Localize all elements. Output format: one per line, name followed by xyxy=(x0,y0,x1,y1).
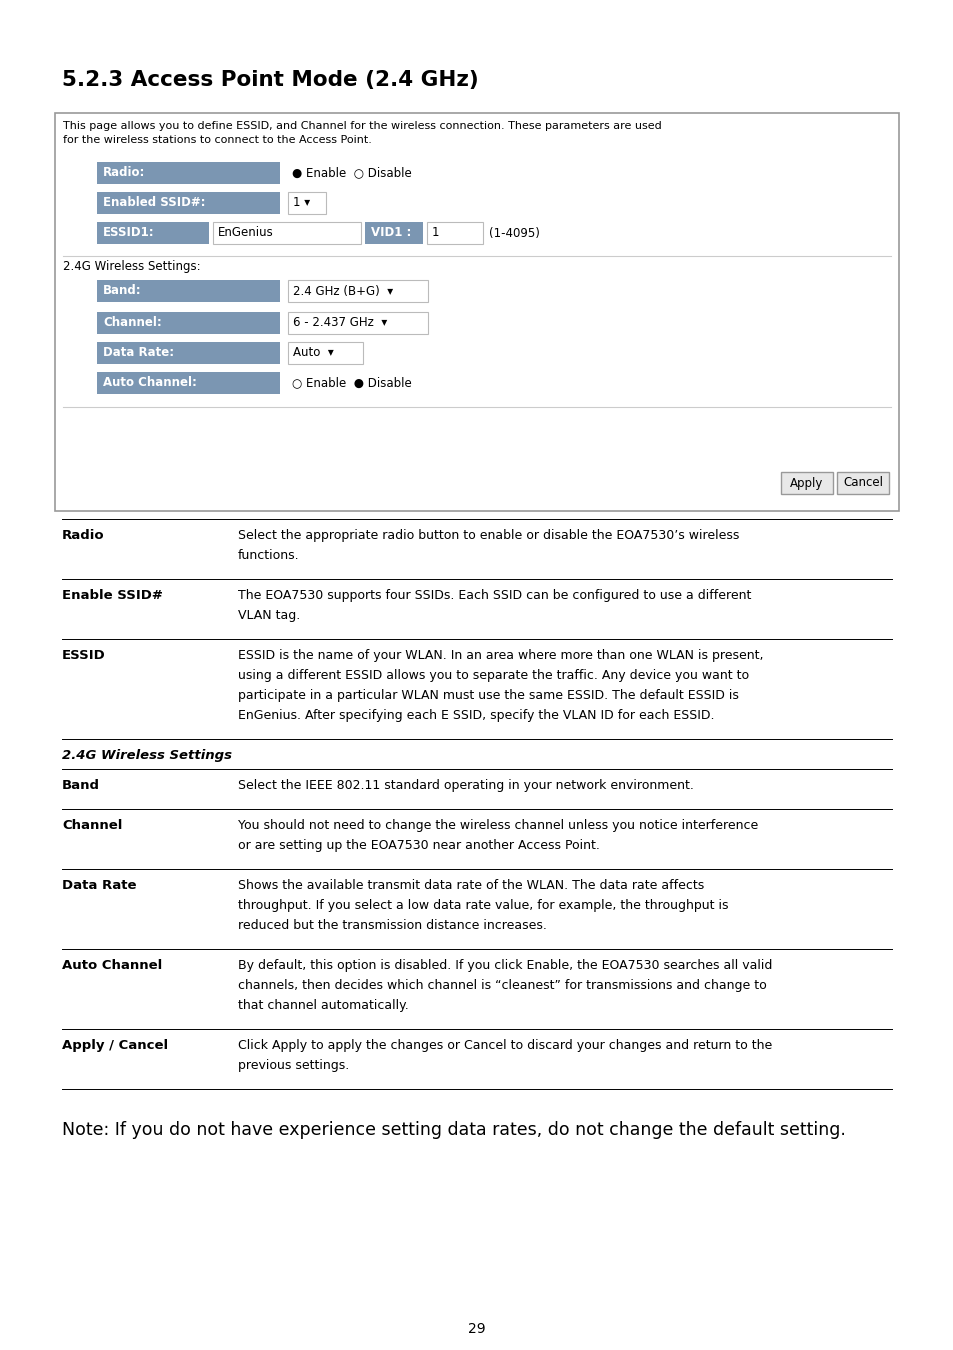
Text: 1 ▾: 1 ▾ xyxy=(293,197,310,209)
Text: Radio:: Radio: xyxy=(103,166,145,180)
Text: Radio: Radio xyxy=(62,529,105,541)
FancyBboxPatch shape xyxy=(288,192,326,215)
FancyBboxPatch shape xyxy=(97,221,209,244)
FancyBboxPatch shape xyxy=(365,221,422,244)
Text: Band: Band xyxy=(62,779,100,792)
Text: ESSID1:: ESSID1: xyxy=(103,227,154,239)
Text: ESSID is the name of your WLAN. In an area where more than one WLAN is present,: ESSID is the name of your WLAN. In an ar… xyxy=(237,649,762,662)
Text: This page allows you to define ESSID, and Channel for the wireless connection. T: This page allows you to define ESSID, an… xyxy=(63,122,661,131)
FancyBboxPatch shape xyxy=(288,312,428,333)
Text: Note: If you do not have experience setting data rates, do not change the defaul: Note: If you do not have experience sett… xyxy=(62,1120,845,1139)
Text: VID1 :: VID1 : xyxy=(371,227,411,239)
FancyBboxPatch shape xyxy=(97,373,280,394)
FancyBboxPatch shape xyxy=(97,279,280,302)
Text: or are setting up the EOA7530 near another Access Point.: or are setting up the EOA7530 near anoth… xyxy=(237,838,599,852)
Text: Auto Channel:: Auto Channel: xyxy=(103,377,196,390)
Text: Shows the available transmit data rate of the WLAN. The data rate affects: Shows the available transmit data rate o… xyxy=(237,879,703,892)
Text: using a different ESSID allows you to separate the traffic. Any device you want : using a different ESSID allows you to se… xyxy=(237,670,748,682)
Text: Apply: Apply xyxy=(789,477,822,490)
Text: Band:: Band: xyxy=(103,285,141,297)
FancyBboxPatch shape xyxy=(427,221,482,244)
Text: channels, then decides which channel is “cleanest” for transmissions and change : channels, then decides which channel is … xyxy=(237,979,766,992)
Text: Click Apply to apply the changes or Cancel to discard your changes and return to: Click Apply to apply the changes or Canc… xyxy=(237,1040,771,1052)
FancyBboxPatch shape xyxy=(213,221,360,244)
FancyBboxPatch shape xyxy=(288,342,363,365)
Text: (1-4095): (1-4095) xyxy=(489,227,539,239)
FancyBboxPatch shape xyxy=(97,312,280,333)
Text: EnGenius: EnGenius xyxy=(218,227,274,239)
Text: You should not need to change the wireless channel unless you notice interferenc: You should not need to change the wirele… xyxy=(237,819,758,832)
Text: Enable SSID#: Enable SSID# xyxy=(62,589,163,602)
Text: 2.4G Wireless Settings: 2.4G Wireless Settings xyxy=(62,749,232,761)
Text: ● Enable  ○ Disable: ● Enable ○ Disable xyxy=(292,166,412,180)
FancyBboxPatch shape xyxy=(97,342,280,365)
Text: Channel: Channel xyxy=(62,819,122,832)
Text: The EOA7530 supports four SSIDs. Each SSID can be configured to use a different: The EOA7530 supports four SSIDs. Each SS… xyxy=(237,589,751,602)
Text: reduced but the transmission distance increases.: reduced but the transmission distance in… xyxy=(237,919,546,931)
FancyBboxPatch shape xyxy=(55,113,898,512)
Text: for the wireless stations to connect to the Access Point.: for the wireless stations to connect to … xyxy=(63,135,372,144)
Text: Auto Channel: Auto Channel xyxy=(62,958,162,972)
FancyBboxPatch shape xyxy=(97,162,280,184)
Text: Data Rate: Data Rate xyxy=(62,879,136,892)
FancyBboxPatch shape xyxy=(288,279,428,302)
Text: throughput. If you select a low data rate value, for example, the throughput is: throughput. If you select a low data rat… xyxy=(237,899,728,913)
Text: 1: 1 xyxy=(432,227,439,239)
Text: Cancel: Cancel xyxy=(842,477,882,490)
Text: Channel:: Channel: xyxy=(103,316,162,329)
Text: 2.4G Wireless Settings:: 2.4G Wireless Settings: xyxy=(63,261,200,273)
Text: functions.: functions. xyxy=(237,549,299,562)
Text: that channel automatically.: that channel automatically. xyxy=(237,999,408,1012)
Text: Data Rate:: Data Rate: xyxy=(103,347,174,359)
Text: Select the appropriate radio button to enable or disable the EOA7530’s wireless: Select the appropriate radio button to e… xyxy=(237,529,739,541)
Text: Enabled SSID#:: Enabled SSID#: xyxy=(103,197,205,209)
FancyBboxPatch shape xyxy=(781,472,832,494)
Text: ESSID: ESSID xyxy=(62,649,106,662)
Text: 5.2.3 Access Point Mode (2.4 GHz): 5.2.3 Access Point Mode (2.4 GHz) xyxy=(62,70,478,90)
Text: ○ Enable  ● Disable: ○ Enable ● Disable xyxy=(292,377,412,390)
Text: Select the IEEE 802.11 standard operating in your network environment.: Select the IEEE 802.11 standard operatin… xyxy=(237,779,693,792)
Text: Auto  ▾: Auto ▾ xyxy=(293,347,334,359)
Text: By default, this option is disabled. If you click Enable, the EOA7530 searches a: By default, this option is disabled. If … xyxy=(237,958,772,972)
FancyBboxPatch shape xyxy=(836,472,888,494)
Text: participate in a particular WLAN must use the same ESSID. The default ESSID is: participate in a particular WLAN must us… xyxy=(237,688,739,702)
Text: 6 - 2.437 GHz  ▾: 6 - 2.437 GHz ▾ xyxy=(293,316,387,329)
Text: Apply / Cancel: Apply / Cancel xyxy=(62,1040,168,1052)
FancyBboxPatch shape xyxy=(97,192,280,215)
Text: VLAN tag.: VLAN tag. xyxy=(237,609,300,622)
Text: 2.4 GHz (B+G)  ▾: 2.4 GHz (B+G) ▾ xyxy=(293,285,393,297)
Text: EnGenius. After specifying each E SSID, specify the VLAN ID for each ESSID.: EnGenius. After specifying each E SSID, … xyxy=(237,709,714,722)
Text: 29: 29 xyxy=(468,1322,485,1336)
Text: previous settings.: previous settings. xyxy=(237,1058,349,1072)
